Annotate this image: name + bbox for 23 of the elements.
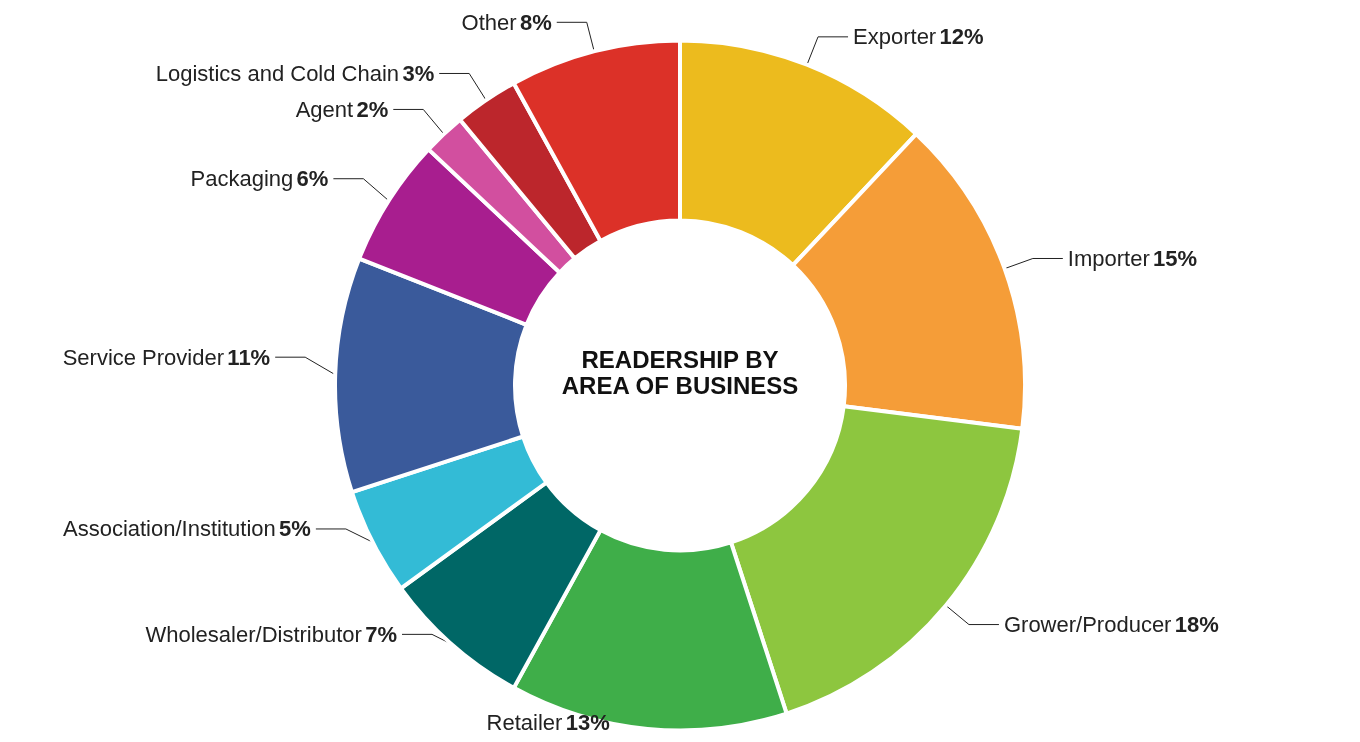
data-label: 13%	[565, 709, 610, 735]
slice-label: Logistics and Cold Chain	[155, 60, 400, 86]
slice-label: Wholesaler/Distributor	[145, 621, 362, 647]
data-label: 7%	[365, 621, 398, 647]
data-label: 8%	[519, 9, 552, 35]
data-label: 11%	[227, 344, 271, 370]
data-label: 15%	[1153, 245, 1198, 271]
slice-label: Grower/Producer	[1003, 612, 1172, 638]
slice-label: Association/Institution	[62, 516, 276, 542]
slice-label: Exporter	[853, 24, 937, 50]
text: READERSHIP BY AREA OF BUSINESS	[561, 346, 799, 400]
slice-label: Service Provider	[62, 344, 225, 370]
data-label: 18%	[1174, 612, 1219, 638]
data-label: 5%	[279, 516, 311, 542]
slice-label: Packaging	[190, 166, 294, 192]
slice-label: Importer	[1067, 245, 1150, 271]
slice-label: Agent	[295, 96, 354, 122]
data-label: 2%	[356, 96, 389, 122]
data-label: 12%	[939, 24, 984, 50]
data-label: 6%	[296, 166, 329, 192]
data-label: 3%	[402, 60, 435, 86]
slice-label: Retailer	[486, 709, 563, 735]
slice-label: Other	[461, 9, 517, 35]
